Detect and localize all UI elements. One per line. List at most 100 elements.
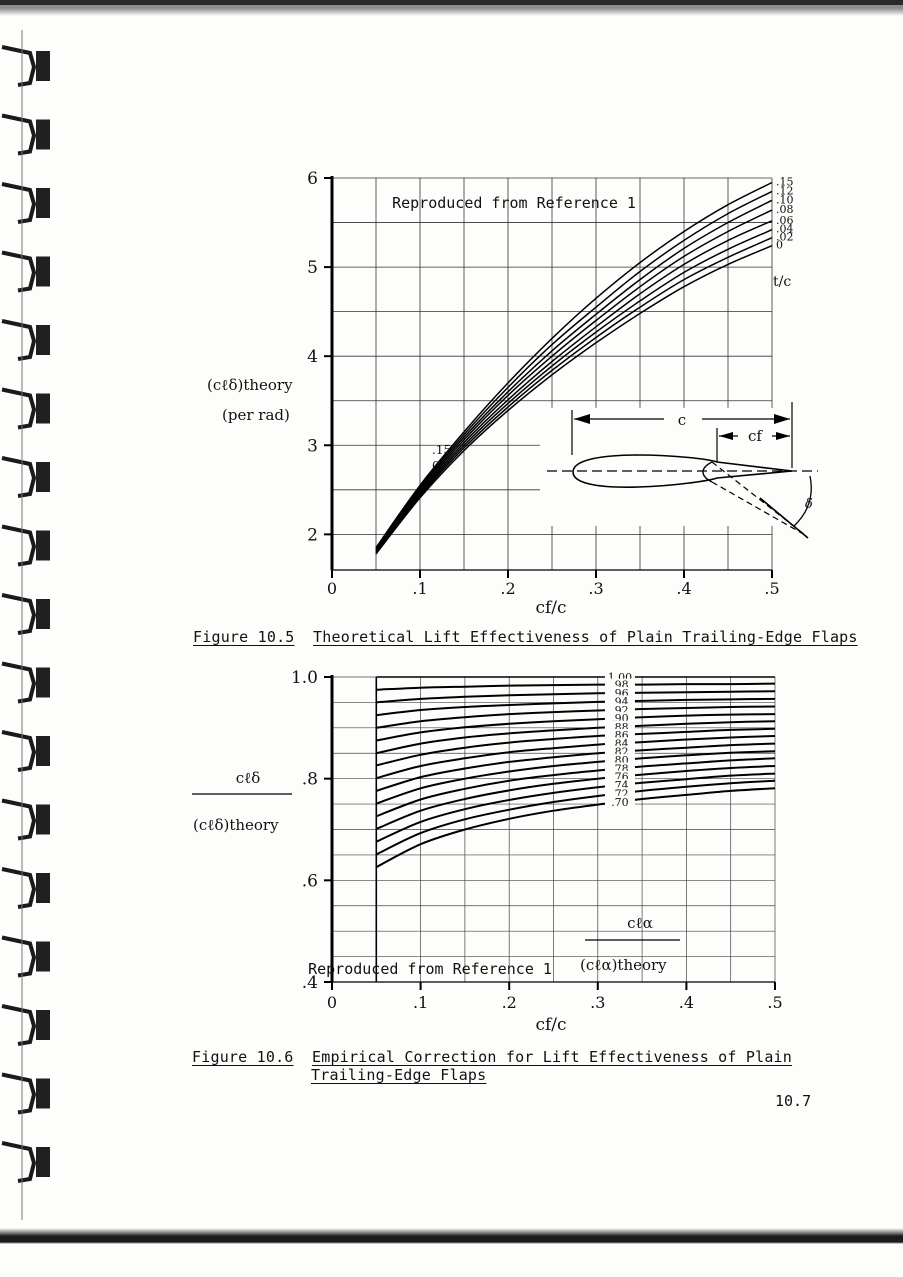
chart2-series-line [375, 779, 776, 856]
chart1-y-tick-label: 4 [307, 347, 318, 367]
chart1-x-tick-label: .5 [764, 579, 779, 598]
binding-coil [1, 1004, 37, 1046]
chart1-inset-airfoil: δ c cf [540, 402, 818, 539]
chart1-y-tick-label: 3 [307, 436, 318, 456]
chart1-series-label: .04 [776, 223, 794, 236]
chart1-inset-background [540, 408, 785, 526]
binding-coil [1, 661, 37, 704]
chart2-curve-param-denominator: (cℓα)theory [580, 956, 667, 974]
chart1-y-tick-label: 2 [307, 525, 318, 545]
binding-hole [36, 804, 50, 835]
chart1-x-tick-label: 0 [327, 579, 337, 598]
binding-coil [1, 593, 37, 635]
chart1-series-line [375, 229, 773, 553]
page-number: 10.7 [775, 1092, 812, 1110]
chart1-inset-deflection-line [759, 497, 809, 539]
chart1-series-group [375, 181, 773, 555]
chart1-inset-deflection-arc [793, 475, 812, 527]
binding-coil [1, 387, 37, 430]
chart1-inset-hinge [702, 461, 713, 483]
chart2-series-line [375, 750, 776, 805]
figure-10-5-title: Theoretical Lift Effectiveness of Plain … [313, 628, 858, 646]
binding-coil [1, 1141, 37, 1183]
chart2-y-tick-label: .4 [302, 973, 318, 993]
figure-10-6-title-line1: Empirical Correction for Lift Effectiven… [312, 1048, 793, 1066]
chart2-series-line [376, 682, 776, 691]
figure-10-5-number: Figure 10.5 [193, 628, 295, 646]
binding-hole [36, 530, 50, 561]
figure-10-6-title-line2: Trailing-Edge Flaps [311, 1066, 487, 1084]
chart2-y-label-numerator: cℓδ [236, 769, 261, 787]
chart2-series-line [375, 772, 776, 843]
chart1-series-line [375, 237, 773, 554]
binding-coil [1, 1072, 37, 1115]
binding-hole [36, 1010, 50, 1040]
binding-coil [1, 456, 37, 498]
binding-hole [36, 599, 50, 629]
chart1-series-line [375, 209, 773, 551]
chart2-x-axis-label: cf/c [535, 1015, 566, 1035]
chart2-x-tick-label: .2 [502, 993, 517, 1012]
chart2-series-label: .70 [611, 796, 629, 809]
chart1-series-label: .06 [776, 214, 794, 227]
figure-10-6-number: Figure 10.6 [192, 1048, 294, 1066]
chart2-series-label-bg [604, 795, 635, 808]
chart1-series-line [375, 181, 773, 549]
chart1-x-tick-label: .4 [676, 579, 691, 598]
binding-hole [36, 325, 50, 355]
figure-10-5-caption: Figure 10.5 Theoretical Lift Effectivene… [193, 628, 858, 646]
chart2-series-line [376, 697, 776, 717]
chart1-series-label: 0 [776, 239, 783, 252]
chart1-curve-parameter: t/c [773, 274, 791, 290]
chart2-series-group [375, 676, 776, 869]
chart1-series-line [375, 220, 773, 552]
binding-coil [1, 730, 37, 772]
chart1-y-tick-label: 6 [307, 169, 318, 189]
chart-figure-10-5: 0.1.2.3.4.523456.15.12.10.08.06.04.020Re… [207, 169, 818, 618]
binding-hole [36, 736, 50, 766]
binding-coil [1, 524, 37, 567]
chart1-annotation: Reproduced from Reference 1 [392, 194, 636, 212]
figure-10-6-caption: Figure 10.6 Empirical Correction for Lif… [192, 1048, 792, 1066]
chart1-series-line [375, 190, 773, 550]
binding-hole [36, 462, 50, 492]
chart1-inset-cf-label: cf [748, 427, 763, 445]
binding-coil [1, 45, 37, 87]
binding-hole [36, 667, 50, 698]
binding-hole [36, 1078, 50, 1109]
chart1-y-axis-label: (cℓδ)theory [207, 376, 293, 394]
binding-hole [36, 941, 50, 972]
binding-coil [1, 798, 37, 841]
chart2-series-line [375, 787, 776, 869]
chart2-x-tick-label: 0 [327, 993, 337, 1012]
chart2-curve-param-numerator: cℓα [627, 914, 653, 932]
chart2-y-tick-label: 1.0 [291, 668, 318, 688]
binding-coil [1, 319, 37, 361]
chart1-inset-c-label: c [678, 411, 686, 429]
binding-hole [36, 256, 50, 287]
chart1-series-label: .02 [776, 231, 794, 244]
chart2-series-line [376, 720, 776, 755]
binding-hole [36, 188, 50, 218]
chart1-x-tick-label: .3 [588, 579, 603, 598]
binding-coil [1, 867, 37, 909]
chart1-x-axis-label: cf/c [535, 598, 566, 618]
chart1-y-tick-label: 5 [307, 258, 318, 278]
chart1-series-line [375, 199, 773, 550]
chart1-low-label-bottom: 0 [432, 459, 440, 473]
page-top-edge [0, 0, 903, 16]
chart2-series-line [375, 757, 776, 818]
chart1-low-label-top: .15 [432, 443, 451, 457]
chart1-series-label: .08 [776, 203, 794, 216]
chart1-inset-deflected-flap [711, 461, 806, 536]
chart2-x-tick-label: .5 [767, 993, 782, 1012]
chart1-series-label: .15 [776, 175, 794, 188]
chart2-series-line [375, 765, 776, 830]
chart2-x-tick-label: .4 [679, 993, 694, 1012]
spiral-binding [1, 30, 50, 1220]
binding-hole [36, 873, 50, 903]
chart1-series-label: .10 [776, 193, 794, 206]
page-bottom-edge [0, 1228, 903, 1244]
chart2-series-line [376, 727, 776, 767]
